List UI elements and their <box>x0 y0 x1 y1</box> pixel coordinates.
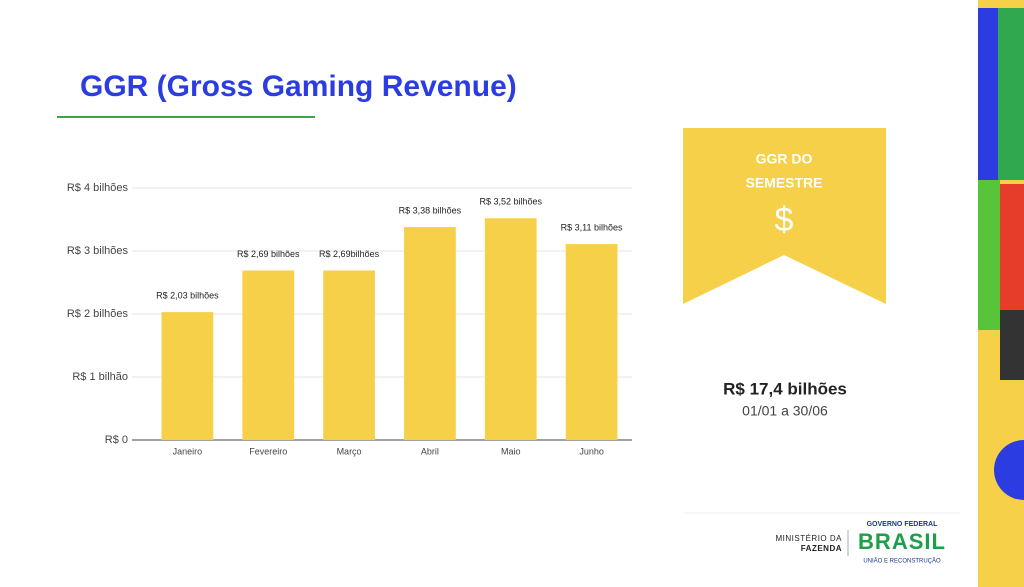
y-tick-label: R$ 1 bilhão <box>72 371 128 383</box>
bar <box>323 270 375 440</box>
bar <box>161 312 214 440</box>
ministry: FAZENDA <box>801 544 842 553</box>
brand: BRASIL <box>858 529 946 554</box>
y-tick-label: R$ 3 bilhões <box>67 245 129 257</box>
slide-title: GGR (Gross Gaming Revenue) <box>80 70 517 103</box>
data-label: R$ 2,69 bilhões <box>237 249 300 259</box>
data-label: R$ 2,03 bilhões <box>156 290 219 300</box>
x-tick-label: Janeiro <box>173 446 203 456</box>
y-tick-label: R$ 2 bilhões <box>67 308 129 320</box>
data-label: R$ 3,38 bilhões <box>399 205 462 215</box>
banner-icon: $ <box>775 201 794 239</box>
banner-text: GGR DO <box>756 151 813 167</box>
data-label: R$ 3,11 bilhões <box>561 222 623 232</box>
banner-text: SEMESTRE <box>745 175 822 191</box>
decor-stripe <box>978 0 1024 587</box>
x-tick-label: Fevereiro <box>249 446 287 456</box>
gov: GOVERNO FEDERAL <box>867 521 939 528</box>
bar <box>404 227 456 440</box>
bar <box>565 244 618 440</box>
bar <box>484 218 537 440</box>
banner <box>683 128 886 304</box>
bar <box>242 270 295 440</box>
motto: UNIÃO E RECONSTRUÇÃO <box>863 558 941 565</box>
total: R$ 17,4 bilhões <box>723 379 847 398</box>
x-tick-label: Abril <box>421 446 439 456</box>
y-tick-label: R$ 4 bilhões <box>67 182 129 194</box>
period: 01/01 a 30/06 <box>742 403 828 419</box>
x-tick-label: Março <box>337 446 362 456</box>
y-tick-label: R$ 0 <box>105 434 128 446</box>
x-tick-label: Junho <box>579 446 604 456</box>
data-label: R$ 3,52 bilhões <box>479 197 542 207</box>
data-label: R$ 2,69bilhões <box>319 249 380 259</box>
x-tick-label: Maio <box>501 446 521 456</box>
ministry: MINISTÉRIO DA <box>775 534 842 543</box>
